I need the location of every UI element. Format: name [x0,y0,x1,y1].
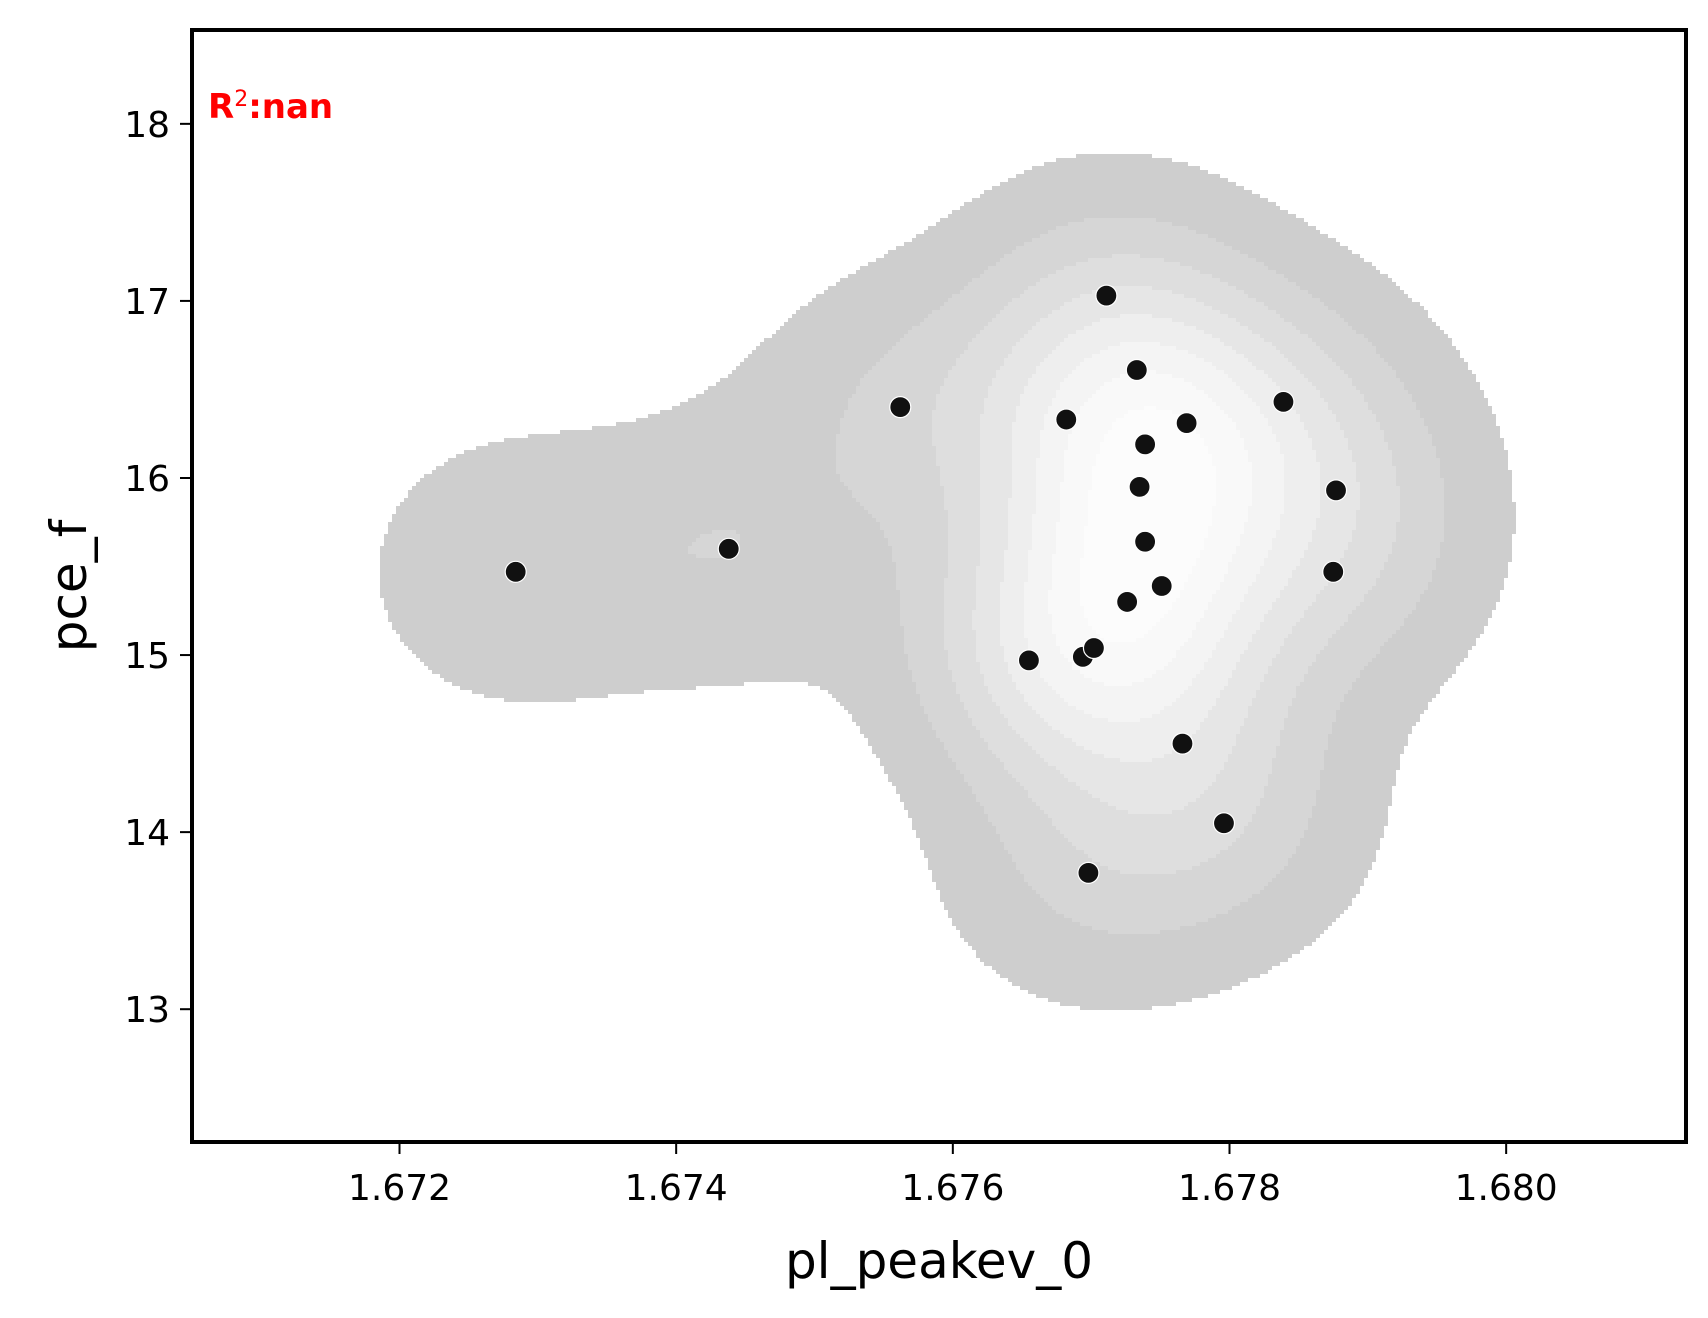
x-tick-label: 1.674 [625,1168,728,1209]
plot-frame [190,28,1688,1144]
r-squared-value: :nan [248,87,333,127]
data-point-20 [1322,560,1345,583]
data-point-4 [1017,649,1041,672]
y-tick-label: 14 [124,813,170,854]
r-squared-annotation: R2:nan [208,87,333,127]
data-points [504,284,1348,884]
data-point-8 [1077,861,1100,884]
density-level-8 [1080,406,1216,642]
x-tick-label: 1.678 [1178,1168,1281,1209]
x-axis-label: pl_peakev_0 [785,1232,1093,1290]
data-point-12 [1128,475,1151,498]
x-axis-ticks: 1.672 1.674 1.676 1.678 1.680 [348,1142,1558,1209]
data-point-18 [1212,812,1236,835]
x-tick-label: 1.676 [901,1168,1004,1209]
x-tick-label: 1.672 [348,1168,451,1209]
data-point-5 [1055,408,1078,431]
data-point-14 [1134,530,1157,553]
density-region-8 [1080,406,1216,642]
data-point-7 [1082,636,1106,660]
data-point-16 [1171,732,1194,755]
y-axis-label: pce_f [40,518,98,652]
data-point-1 [504,560,527,583]
x-tick-label: 1.680 [1455,1168,1558,1209]
y-tick-label: 17 [124,282,170,323]
y-tick-label: 15 [124,636,170,677]
density-contours [380,154,1516,1010]
data-point-13 [1134,433,1157,456]
data-point-3 [889,396,912,419]
data-point-15 [1150,574,1173,598]
data-point-19 [1272,390,1295,413]
data-point-9 [1095,284,1118,307]
y-tick-label: 13 [124,990,170,1031]
data-point-10 [1116,590,1139,614]
data-point-17 [1175,411,1198,435]
data-point-11 [1125,358,1148,382]
y-tick-label: 16 [124,459,170,500]
y-tick-label: 18 [124,105,170,146]
data-point-21 [1324,479,1348,502]
r-squared-superscript: 2 [234,87,248,112]
data-point-2 [717,537,740,560]
r-squared-prefix: R [208,87,234,127]
